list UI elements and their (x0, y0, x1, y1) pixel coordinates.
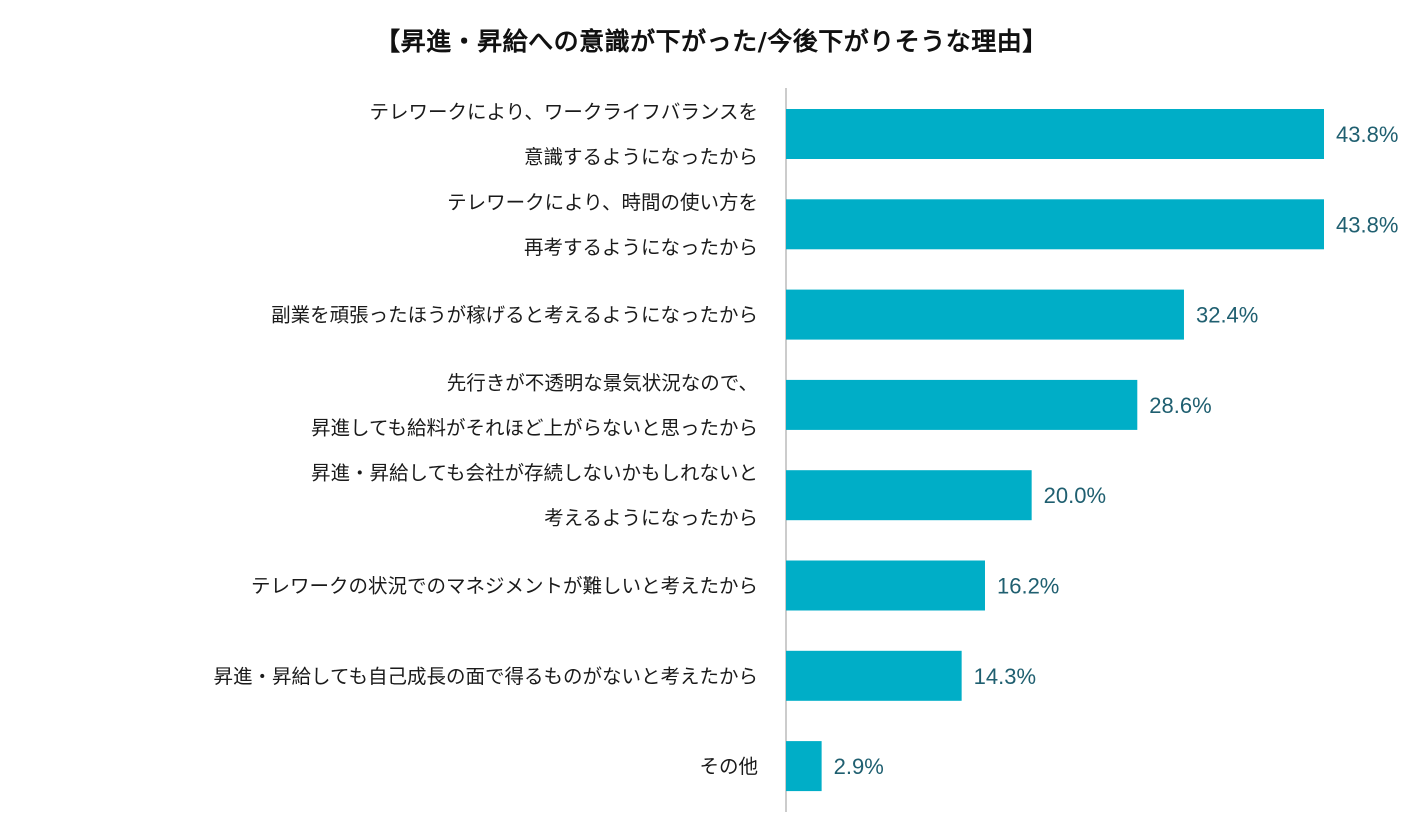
data-label: 43.8% (1336, 212, 1398, 237)
category-label: テレワークにより、時間の使い方を (447, 191, 758, 214)
category-label: 昇進・昇給しても会社が存続しないかもしれないと (311, 462, 758, 485)
data-label: 28.6% (1149, 393, 1211, 418)
category-label: 昇進しても給料がそれほど上がらないと思ったから (311, 416, 758, 439)
data-label: 43.8% (1336, 122, 1398, 147)
bar (786, 650, 962, 701)
category-label: 意識するようになったから (524, 146, 758, 169)
category-label: テレワークにより、ワークライフバランスを (370, 101, 758, 124)
bar (786, 379, 1138, 430)
category-label: 先行きが不透明な景気状況なので、 (447, 371, 758, 394)
category-label: 昇進・昇給しても自己成長の面で得るものがないと考えたから (214, 665, 758, 688)
chart-title: 【昇進・昇給への意識が下がった/今後下がりそうな理由】 (375, 27, 1048, 56)
category-label: 再考するようになったから (524, 236, 758, 259)
data-label: 20.0% (1044, 483, 1106, 508)
category-label: テレワークの状況でのマネジメントが難しいと考えたから (251, 575, 758, 598)
bar (786, 109, 1324, 159)
data-label: 2.9% (834, 754, 884, 779)
data-label: 16.2% (997, 574, 1059, 599)
category-label: その他 (699, 755, 758, 778)
bar (786, 470, 1032, 521)
bar (786, 560, 985, 611)
category-label: 考えるようになったから (544, 507, 758, 530)
category-label: 副業を頑張ったほうが稼げると考えるようになったから (271, 304, 758, 327)
bar (786, 199, 1324, 250)
data-label: 14.3% (974, 664, 1036, 689)
bar (786, 289, 1184, 340)
bar (786, 741, 822, 792)
data-label: 32.4% (1196, 303, 1258, 328)
